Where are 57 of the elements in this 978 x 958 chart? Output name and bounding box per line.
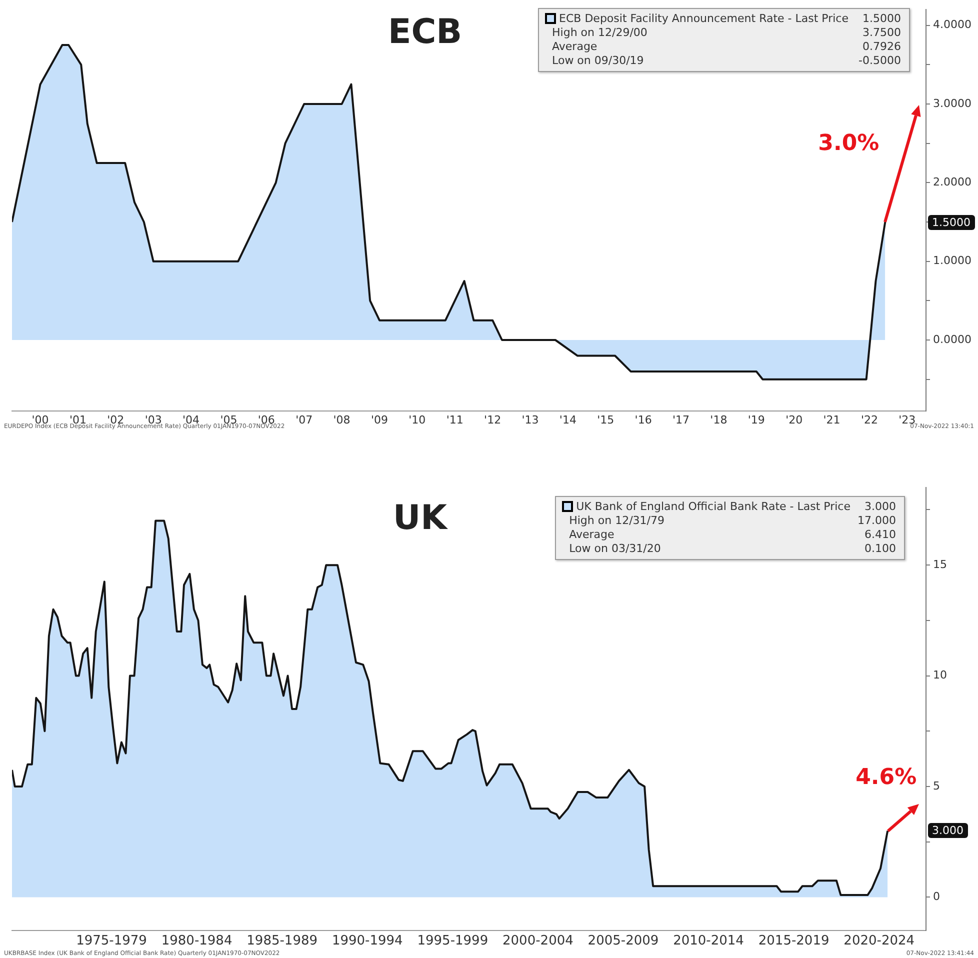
text: 1.5000 <box>928 214 974 230</box>
x-tick-label: 1995-1999 <box>417 934 488 949</box>
y-tick-label: 0.0000 <box>933 332 972 346</box>
y-tick-label: 2.0000 <box>933 176 972 189</box>
x-tick-label: '21 <box>823 413 840 426</box>
x-tick-label: 1975-1979 <box>76 934 147 949</box>
x-tick-label: '17 <box>672 413 690 426</box>
annotation: 6.410 <box>864 528 896 542</box>
x-tick-label: '22 <box>860 413 878 426</box>
y-tick-label: 10 <box>933 668 947 682</box>
x-tick-label: 2015-2019 <box>758 934 830 949</box>
x-tick-label: '14 <box>559 413 576 426</box>
x-tick-label: '13 <box>522 413 539 426</box>
x-tick-label: '12 <box>484 413 502 426</box>
x-tick-label: '20 <box>786 413 803 426</box>
x-tick-label: 1985-1989 <box>246 934 318 949</box>
x-tick-label: '07 <box>296 413 313 426</box>
annotation: Low on 09/30/19 <box>551 54 644 68</box>
chart-title: ECB <box>388 12 462 52</box>
x-tick-label: '18 <box>710 413 728 426</box>
annotation: High on 12/31/79 <box>568 514 664 528</box>
text: 3.000 <box>928 823 968 838</box>
x-tick-label: 1990-1994 <box>332 934 403 949</box>
annotation: 0.7926 <box>862 40 901 54</box>
annotation: 0.100 <box>864 542 896 556</box>
x-tick-label: '11 <box>446 413 464 426</box>
y-tick-label: 15 <box>933 558 947 571</box>
x-tick-label: 2020-2024 <box>844 934 915 949</box>
x-tick-label: '09 <box>370 413 388 426</box>
legend-label: ECB Deposit Facility Announcement Rate - Last Price <box>558 12 848 26</box>
x-tick-label: '15 <box>597 413 614 426</box>
annotation: -0.5000 <box>858 54 901 68</box>
annotation: Low on 03/31/20 <box>568 542 661 556</box>
x-tick-label: 2010-2014 <box>673 934 744 949</box>
x-tick-label: '16 <box>634 413 652 426</box>
x-tick-label: 2000-2004 <box>502 934 574 949</box>
annotation: 3.7500 <box>862 26 901 40</box>
chart-title: UK <box>393 498 447 538</box>
x-tick-label: '10 <box>408 413 426 426</box>
y-tick-label: 1.0000 <box>933 254 972 268</box>
x-tick-label: '08 <box>333 413 350 426</box>
annotation: 17.000 <box>858 514 896 528</box>
y-tick-label: 5 <box>933 779 940 792</box>
annotation: 4.6% <box>856 764 917 790</box>
x-tick-label: 2005-2009 <box>588 934 659 949</box>
legend-label: UK Bank of England Official Bank Rate - Last Price <box>575 500 850 514</box>
annotation: Average <box>551 40 598 54</box>
y-tick-label: 3.0000 <box>933 96 972 110</box>
annotation: 3.000 <box>864 500 896 514</box>
annotation: 3.0% <box>818 130 880 156</box>
annotation: High on 12/29/00 <box>551 26 648 40</box>
x-tick-label: 1980-1984 <box>161 934 232 949</box>
y-tick-label: 0 <box>933 890 940 904</box>
annotation: Average <box>568 528 614 542</box>
x-tick-label: '19 <box>748 413 765 426</box>
y-tick-label: 4.0000 <box>933 18 972 32</box>
annotation: 1.5000 <box>862 12 901 26</box>
